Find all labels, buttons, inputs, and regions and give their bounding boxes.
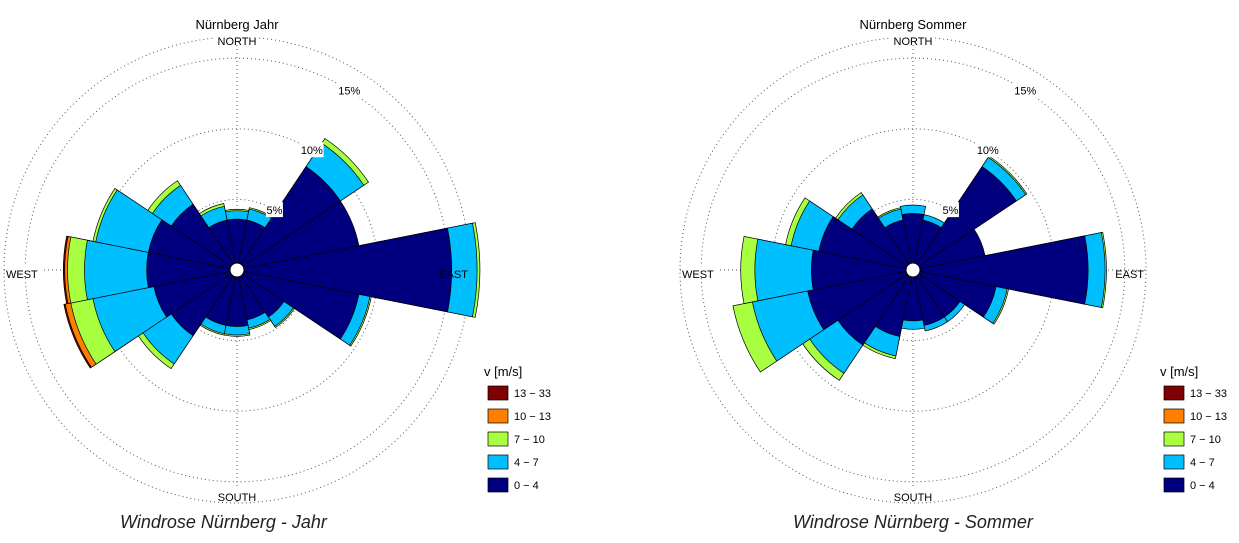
wedge-0-4-dir-270 [811,249,914,291]
legend-swatch-10-13 [1163,408,1185,424]
caption-left: Windrose Nürnberg - Jahr [120,512,327,532]
legend: v [m/s] 13 − 33 10 − 13 7 − 10 4 − 7 0 − 4 [484,364,551,493]
center-hub [905,262,921,278]
legend-swatch-10-13 [487,408,509,424]
tick-label-bg-5 [941,202,959,218]
radial-tick-label-10: 10% [977,145,999,157]
wedge-0-4-dir-112.5 [912,269,997,318]
cardinal-bg [5,265,43,278]
wedge-0-4-dir-337.5 [884,219,914,271]
legend-swatch-7-10 [1163,431,1185,447]
tick-label-bg-15 [337,82,361,98]
wedge-0-4-dir-135 [236,269,285,318]
wedge-0-4-dir-337.5 [208,219,238,271]
legend-swatch-4-7 [1163,454,1185,470]
outer-ring [679,36,1147,504]
legend-swatch-13-33 [487,385,509,401]
radial-tick-label-10: 10% [301,145,323,157]
legend-label-4-7: 4 − 7 [514,457,539,469]
cardinal-west: WEST [682,269,714,281]
legend-label-10-13: 10 − 13 [514,411,551,423]
radial-tick-label-15: 15% [1014,85,1036,97]
cardinal-east: EAST [1115,269,1144,281]
cardinal-south: SOUTH [218,492,257,504]
chart-title: Nürnberg Jahr [195,17,279,32]
wedge-0-4-dir-292.5 [818,216,914,271]
cardinal-east: EAST [439,269,468,281]
tick-label-bg-10 [300,142,324,158]
cardinal-bg [890,488,936,501]
cardinal-bg [891,31,935,44]
radial-tick-label-15: 15% [338,85,360,97]
legend-title: v [m/s] [484,364,522,379]
wedge-0-4-dir-247.5 [807,269,914,331]
center-hub [229,262,245,278]
cardinal-bg [214,488,260,501]
legend-label-0-4: 0 − 4 [514,480,539,492]
tick-label-bg-5 [265,202,283,218]
tick-label-bg-10 [976,142,1000,158]
legend-title: v [m/s] [1160,364,1198,379]
legend-swatch-0-4 [487,477,509,493]
cardinal-north: NORTH [218,36,257,48]
legend-label-13-33: 13 − 33 [514,388,551,400]
cardinal-north: NORTH [894,36,933,48]
legend-label-7-10: 7 − 10 [1190,434,1221,446]
windrose-chart-jahr: 5% 10% 15% NORTH SOUTH WEST EAST Nürnberg Jahr v… [3,17,551,504]
wedge-0-4-dir-0 [901,213,925,271]
chart-title: Nürnberg Sommer [860,17,968,32]
wedge-0-4-dir-157.5 [912,269,945,326]
tick-label-bg-15 [1013,82,1037,98]
wedge-0-4-dir-315 [851,208,914,271]
wedge-0-4-dir-315 [170,203,238,271]
cardinal-south: SOUTH [894,492,933,504]
wedge-0-4-dir-45 [912,166,1017,271]
windrose-chart-sommer: 5% 10% 15% NORTH SOUTH WEST EAST Nürnberg Somme… [679,17,1227,504]
legend-swatch-13-33 [1163,385,1185,401]
legend: v [m/s] 13 − 33 10 − 13 7 − 10 4 − 7 0 − 4 [1160,364,1227,493]
wedge-0-4-dir-112.5 [236,269,360,340]
radial-tick-label-5: 5% [266,205,282,217]
legend-label-13-33: 13 − 33 [1190,388,1227,400]
wedge-0-4-dir-90 [236,227,452,313]
legend-label-10-13: 10 − 13 [1190,411,1227,423]
wedge-0-4-dir-292.5 [147,219,238,271]
legend-label-0-4: 0 − 4 [1190,480,1215,492]
legend-label-7-10: 7 − 10 [514,434,545,446]
legend-swatch-7-10 [487,431,509,447]
cardinal-bg [215,31,259,44]
cardinal-west: WEST [6,269,38,281]
legend-label-4-7: 4 − 7 [1190,457,1215,469]
legend-swatch-0-4 [1163,477,1185,493]
cardinal-bg [681,265,719,278]
caption-right: Windrose Nürnberg - Sommer [793,512,1033,532]
wedge-0-4-dir-90 [912,235,1089,305]
radial-tick-label-5: 5% [942,205,958,217]
legend-swatch-4-7 [487,454,509,470]
